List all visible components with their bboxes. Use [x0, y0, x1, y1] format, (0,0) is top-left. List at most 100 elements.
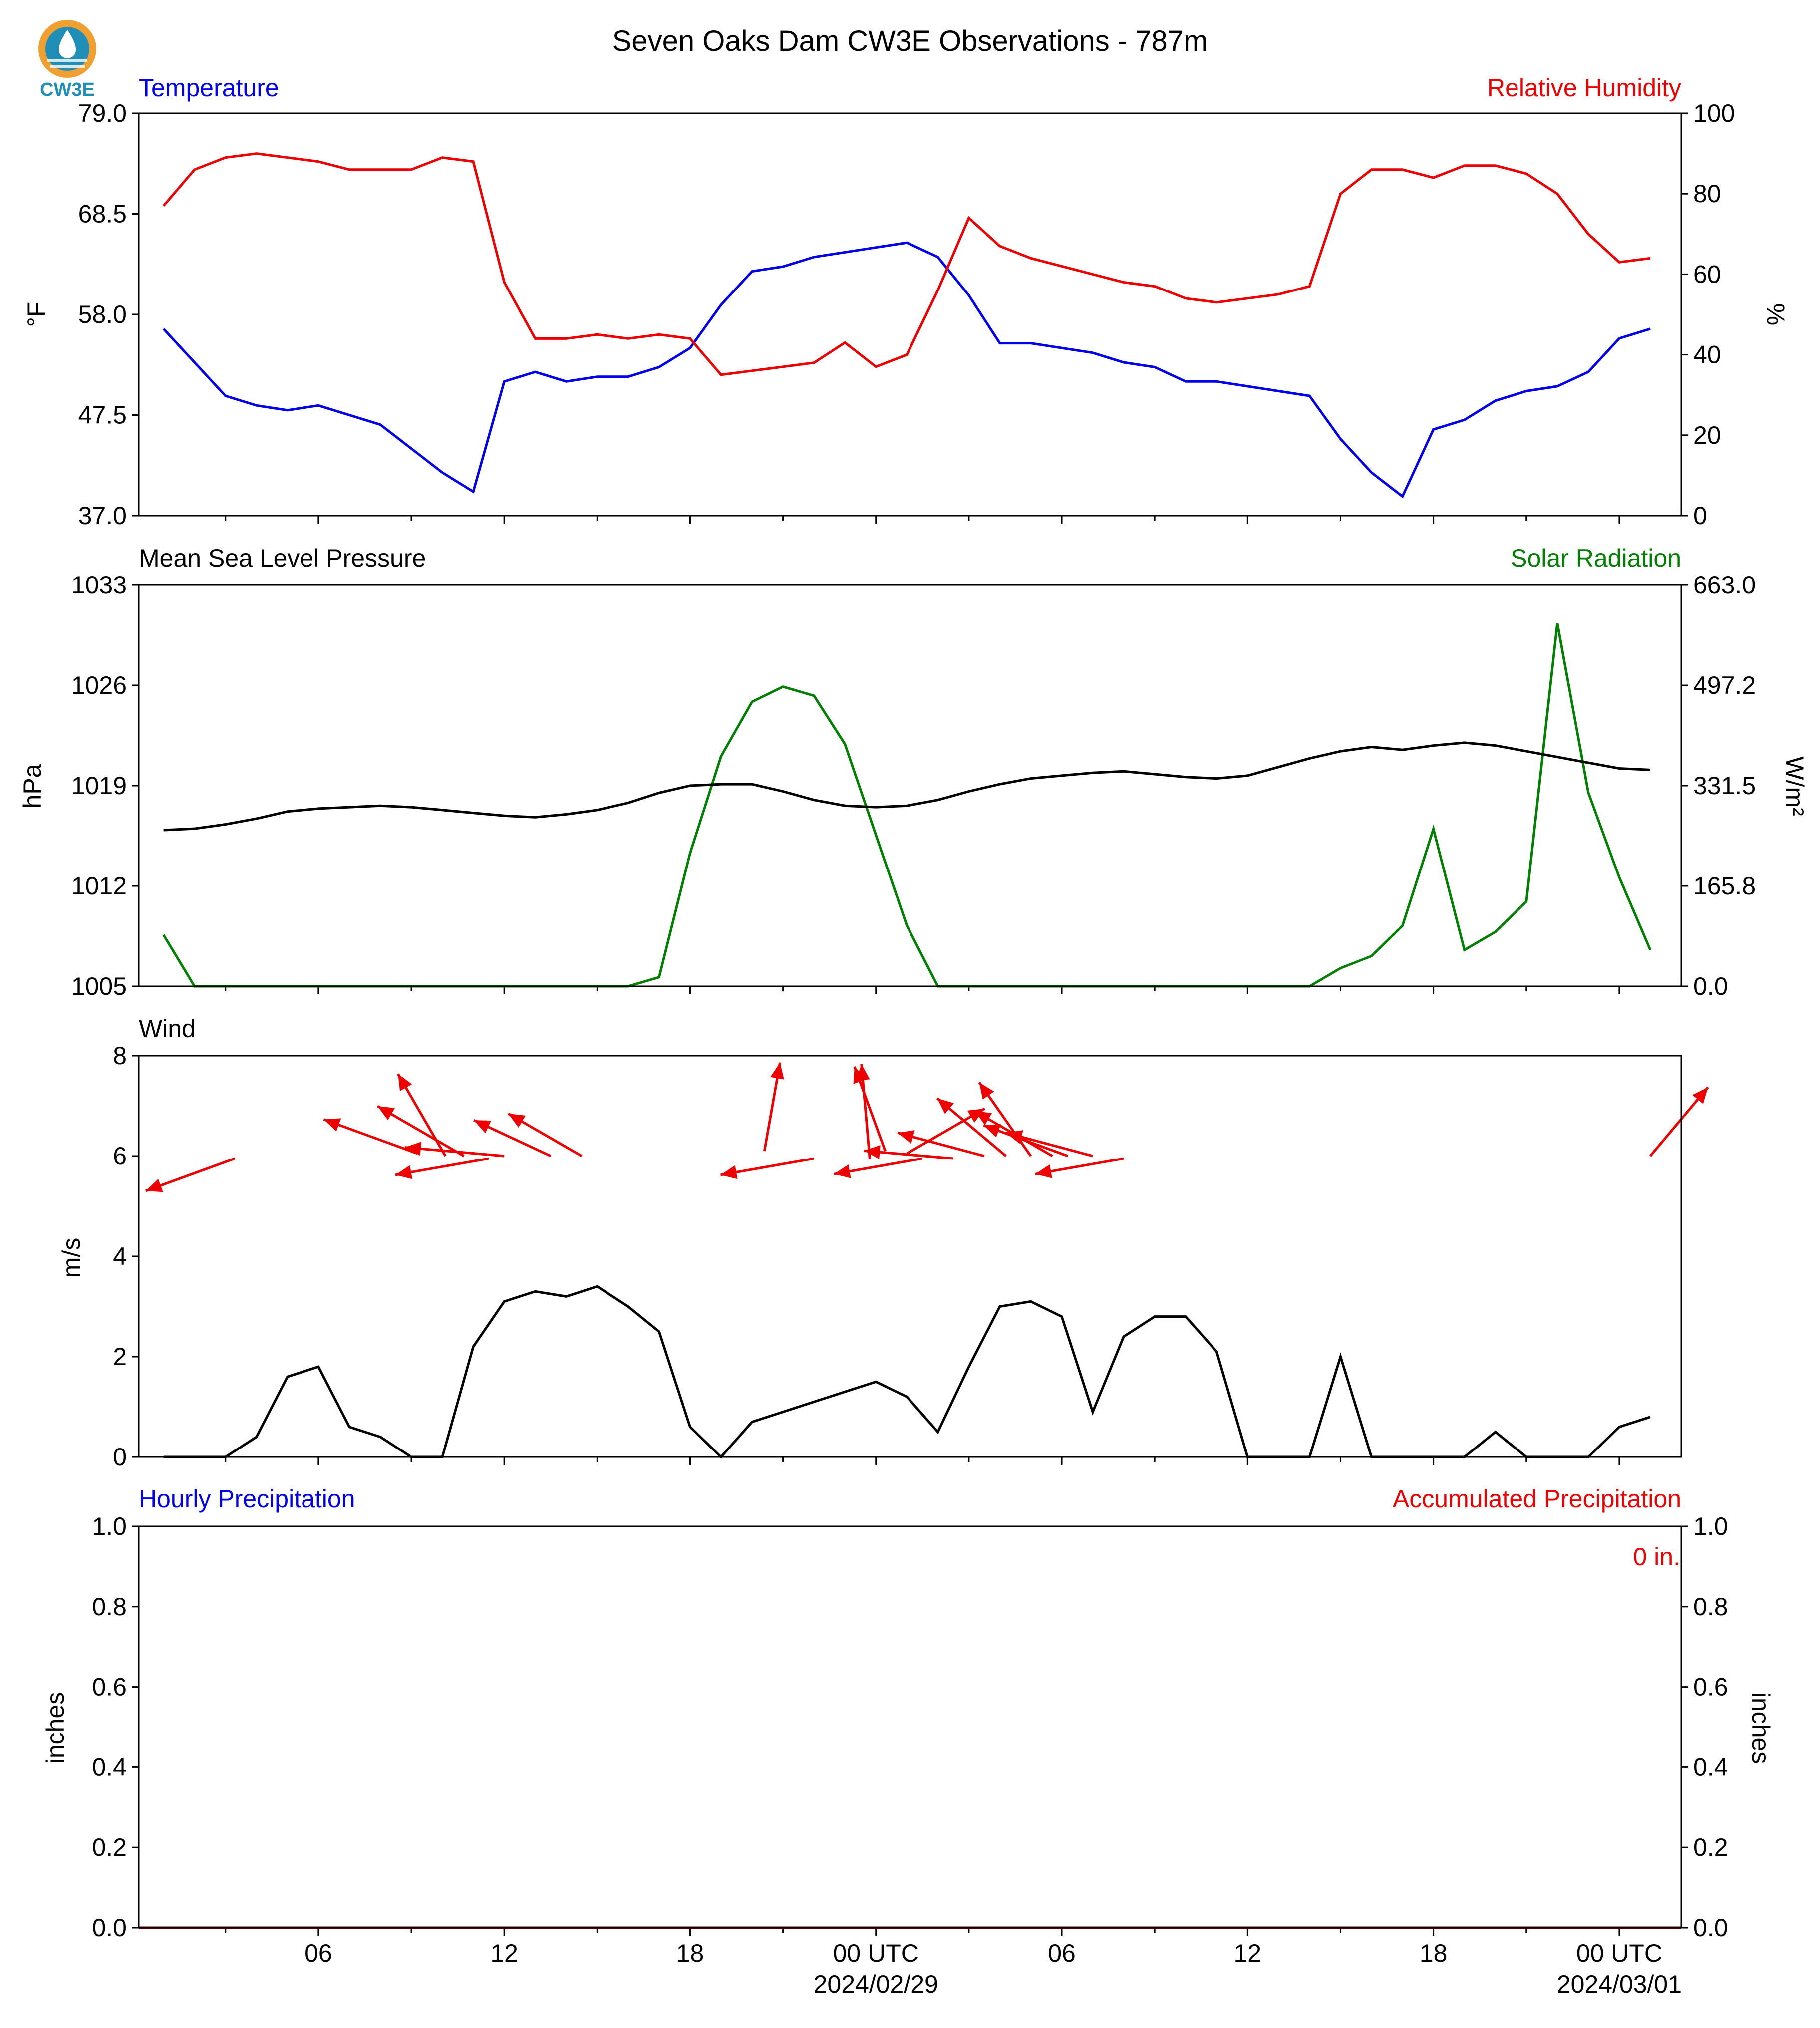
panel3-frame — [138, 1055, 1682, 1458]
pressure-line — [163, 741, 1651, 832]
accum-precip-total: 0 in. — [1633, 1543, 1680, 1571]
temperature-ticks: 37.0 47.5 58.0 68.5 79.0 — [78, 99, 139, 530]
y-tick-label: 4 — [113, 1242, 127, 1270]
wind-arrow-head — [898, 1130, 915, 1144]
y-tick-label: 663.0 — [1693, 571, 1756, 599]
x-tick-label: 00 UTC — [1576, 1939, 1662, 1967]
chart-title: Seven Oaks Dam CW3E Observations - 787m — [612, 25, 1208, 57]
humidity-line — [162, 152, 1651, 376]
wind-arrow-head — [834, 1164, 851, 1178]
panel1-time-ticks — [225, 516, 1620, 524]
y-tick-label: 497.2 — [1693, 671, 1756, 699]
panel-temperature-humidity: Temperature Relative Humidity °F % 37.0 4… — [22, 74, 1790, 530]
wind-arrow-head — [398, 1074, 412, 1092]
wind-arrow-head — [864, 1145, 881, 1159]
accum-precip-ticks: 0.0 0.2 0.4 0.6 0.8 1.0 — [1681, 1512, 1728, 1942]
panel-pressure-solar: Mean Sea Level Pressure Solar Radiation … — [18, 544, 1809, 1000]
y-tick-label: 1005 — [71, 972, 127, 1000]
y-tick-label: 37.0 — [78, 502, 127, 530]
wind-arrow-head — [404, 1142, 422, 1156]
y-tick-label: 1019 — [71, 772, 127, 800]
y-tick-label: 0 — [1693, 502, 1707, 530]
hourly-precip-axis-label: inches — [41, 1692, 69, 1764]
wind-arrow-head — [474, 1120, 492, 1134]
x-tick-label: 18 — [1420, 1939, 1448, 1967]
panel2-time-ticks — [225, 986, 1620, 994]
panel2-frame — [138, 584, 1682, 987]
panel4-frame — [138, 1525, 1682, 1929]
wind-speed-line — [163, 1285, 1651, 1459]
y-tick-label: 79.0 — [78, 99, 127, 127]
panel-wind: Wind m/s 0 2 4 6 8 — [57, 1015, 1709, 1471]
solar-axis-label: W/m² — [1781, 756, 1809, 816]
y-tick-label: 0.0 — [1693, 1914, 1728, 1942]
wind-arrow-head — [983, 1124, 1001, 1138]
y-tick-label: 40 — [1693, 341, 1721, 369]
wind-arrow-head — [770, 1062, 784, 1080]
cw3e-logo-icon: CW3E — [38, 20, 96, 100]
wind-arrow-head — [395, 1165, 412, 1179]
wind-ticks: 0 2 4 6 8 — [113, 1042, 139, 1471]
temperature-title: Temperature — [139, 74, 279, 102]
wind-arrow-head — [323, 1118, 341, 1132]
y-tick-label: 58.0 — [78, 300, 127, 328]
wind-arrow-head — [145, 1178, 163, 1192]
x-date-label: 2024/03/01 — [1557, 1970, 1682, 1998]
y-tick-label: 100 — [1693, 99, 1735, 127]
pressure-ticks: 1005 1012 1019 1026 1033 — [71, 571, 139, 1000]
y-tick-label: 0.8 — [92, 1593, 127, 1621]
wind-arrow-head — [508, 1114, 526, 1128]
y-tick-label: 331.5 — [1693, 772, 1756, 800]
wind-arrow-head — [1035, 1164, 1052, 1178]
panel-precipitation: Hourly Precipitation Accumulated Precipi… — [41, 1485, 1775, 1942]
y-tick-label: 0.6 — [1693, 1673, 1728, 1701]
wind-arrow-shaft — [377, 1105, 465, 1158]
y-tick-label: 0.0 — [92, 1914, 127, 1942]
x-tick-label: 06 — [304, 1939, 332, 1967]
y-tick-label: 68.5 — [78, 200, 127, 228]
wind-arrow-head — [1692, 1087, 1708, 1104]
y-tick-label: 0.2 — [92, 1833, 127, 1861]
wind-arrow-head — [979, 1082, 994, 1100]
panel1-frame — [138, 112, 1682, 517]
wind-direction-arrows — [145, 1062, 1709, 1192]
wind-arrow-head — [853, 1066, 867, 1084]
humidity-axis-label: % — [1762, 303, 1790, 325]
y-tick-label: 1.0 — [1693, 1512, 1728, 1540]
y-tick-label: 1026 — [71, 671, 127, 699]
humidity-title: Relative Humidity — [1487, 74, 1681, 102]
x-tick-label: 00 UTC — [833, 1939, 919, 1967]
x-tick-label: 12 — [490, 1939, 518, 1967]
accum-precip-axis-label: inches — [1747, 1692, 1775, 1764]
temperature-axis-label: °F — [22, 302, 50, 327]
pressure-axis-label: hPa — [18, 764, 46, 808]
y-tick-label: 1.0 — [92, 1512, 127, 1540]
y-tick-label: 0.4 — [1693, 1753, 1728, 1781]
y-tick-label: 0.6 — [92, 1673, 127, 1701]
temperature-line — [162, 241, 1651, 499]
y-tick-label: 20 — [1693, 421, 1721, 449]
wind-arrow-head — [1006, 1130, 1023, 1144]
logo-text: CW3E — [40, 79, 95, 100]
x-tick-label: 06 — [1048, 1939, 1076, 1967]
hourly-precip-ticks: 0.0 0.2 0.4 0.6 0.8 1.0 — [92, 1512, 139, 1942]
wind-arrow-head — [974, 1111, 992, 1126]
wind-arrow-shaft — [323, 1118, 418, 1155]
x-date-label: 2024/02/29 — [814, 1970, 938, 1998]
wind-arrow-head — [937, 1098, 954, 1114]
y-tick-label: 2 — [113, 1343, 127, 1371]
pressure-title: Mean Sea Level Pressure — [139, 544, 426, 572]
time-axis-labels: 06 12 18 00 UTC 2024/02/29 06 12 18 00 UTC 2024/0… — [304, 1939, 1682, 1998]
wind-title: Wind — [139, 1015, 196, 1043]
hourly-precip-title: Hourly Precipitation — [139, 1485, 355, 1513]
y-tick-label: 8 — [113, 1042, 127, 1070]
wind-arrow-shaft — [404, 1146, 505, 1158]
y-tick-label: 6 — [113, 1142, 127, 1170]
x-tick-label: 18 — [676, 1939, 704, 1967]
y-tick-label: 1012 — [71, 872, 127, 900]
wind-arrow-head — [720, 1165, 738, 1179]
accum-precip-title: Accumulated Precipitation — [1393, 1485, 1681, 1513]
solar-ticks: 0.0 165.8 331.5 497.2 663.0 — [1681, 571, 1756, 1000]
wind-arrow-head — [377, 1106, 395, 1121]
